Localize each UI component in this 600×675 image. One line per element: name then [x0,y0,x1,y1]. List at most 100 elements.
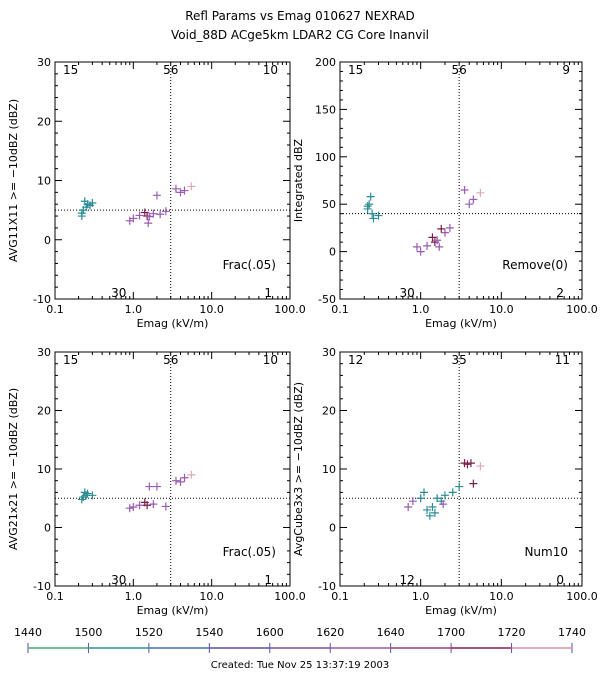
x-tick-label: 10.0 [199,590,224,603]
y-tick-label: 20 [37,115,51,128]
count-top-left: 12 [348,353,363,367]
data-point [180,186,189,195]
panels-container: 0.1 1.0 10.0 100.0 -10 0 10 20 30 Emag (kV/m) AVG1… [7,56,598,617]
time-colorbar: 1440 1500 1520 1540 1600 1620 1640 1700 1720 1740 [14,626,586,653]
plot-frame [339,61,583,300]
x-axis-label: Emag (kV/m) [137,604,209,617]
data-point [435,242,444,251]
data-point [176,477,185,486]
count-top-left: 15 [63,353,78,367]
data-point [77,209,86,218]
data-point [416,494,425,503]
y-tick-label: 150 [315,103,336,116]
data-point [437,224,446,233]
scatter-panel-4: 0.1 1.0 10.0 100.0 -10 0 10 20 30 Emag (kV/m) AvgC… [292,346,598,617]
y-axis-label: Integrated dBZ [292,138,305,222]
data-point [369,214,378,223]
data-point [423,241,432,250]
colorbar-tick-label: 1700 [437,626,465,639]
data-point [149,209,158,218]
scatter-panel-3: 0.1 1.0 10.0 100.0 -10 0 10 20 30 Emag (kV/m) AVG2… [7,346,306,617]
data-point [161,207,170,216]
colorbar-tick-label: 1440 [14,626,42,639]
y-axis-label: AVG21x21 >= −10dBZ (dBZ) [7,388,20,550]
y-tick-label: -10 [318,580,336,593]
data-point [83,489,92,498]
data-point [469,195,478,204]
count-top-left: 15 [63,63,78,77]
data-point [135,501,144,510]
count-top-mid: 56 [163,353,178,367]
data-point [423,505,432,514]
panel-annotation: Frac(.05) [223,545,276,559]
data-point [455,482,464,491]
colorbar-tick-label: 1740 [558,626,586,639]
x-tick-label: 100.0 [274,590,306,603]
data-point [187,470,196,479]
x-axis-label: Emag (kV/m) [425,317,497,330]
x-tick-label: 100.0 [566,590,598,603]
data-point [445,223,454,232]
data-point [144,219,153,228]
count-top-mid: 56 [452,63,467,77]
data-point [171,476,180,485]
panel-annotation: Frac(.05) [223,258,276,272]
panel-annotation: Num10 [524,545,568,559]
count-top-mid: 35 [452,353,467,367]
data-point [180,473,189,482]
data-point [412,242,421,251]
y-tick-label: -10 [33,580,51,593]
colorbar-tick-label: 1540 [195,626,223,639]
data-point [135,211,144,220]
data-point [460,185,469,194]
data-point [466,459,475,468]
colorbar-tick-label: 1500 [74,626,102,639]
y-tick-label: 30 [322,346,336,359]
data-point [465,200,474,209]
count-top-mid: 56 [163,63,178,77]
data-point [448,488,457,497]
x-tick-label: 0.1 [331,590,349,603]
count-bottom-mid: 30 [111,573,126,587]
y-tick-label: 10 [37,463,51,476]
y-tick-label: -50 [318,293,336,306]
y-tick-label: 0 [329,522,336,535]
data-point [408,497,417,506]
y-tick-label: 0 [329,246,336,259]
data-point [439,500,448,509]
data-point [428,233,437,242]
count-bottom-mid: 30 [111,286,126,300]
data-point [145,212,154,221]
data-point [416,247,425,256]
data-point [152,191,161,200]
data-point [129,214,138,223]
data-point [469,479,478,488]
data-point [420,488,429,497]
data-point [440,491,449,500]
y-axis-label: AvgCube3x3 >= −10dBZ (dBZ) [292,382,305,556]
x-axis-label: Emag (kV/m) [425,604,497,617]
scatter-panel-2: 0.1 1.0 10.0 100.0 -50 0 50 100 150 200 Emag (kV/m… [292,56,598,330]
x-tick-label: 1.0 [125,303,143,316]
y-tick-label: 30 [37,56,51,69]
y-tick-label: 200 [315,56,336,69]
data-point [374,211,383,220]
y-tick-label: 100 [315,151,336,164]
figure-title: Refl Params vs Emag 010627 NEXRAD [185,9,415,23]
y-tick-label: 0 [44,522,51,535]
data-point [161,502,170,511]
data-point [368,209,377,218]
count-top-right: 10 [263,63,278,77]
y-tick-label: 10 [37,175,51,188]
y-axis-label: AVG11X11 >= −10dBZ (dBZ) [7,99,20,262]
data-point [145,482,154,491]
scatter-panel-1: 0.1 1.0 10.0 100.0 -10 0 10 20 30 Emag (kV/m) AVG1… [7,56,306,330]
y-tick-label: 20 [322,405,336,418]
colorbar-tick-label: 1640 [377,626,405,639]
x-axis-label: Emag (kV/m) [137,317,209,330]
y-tick-label: 30 [37,346,51,359]
data-point [171,184,180,193]
count-top-right: 11 [555,353,570,367]
data-point [425,511,434,520]
